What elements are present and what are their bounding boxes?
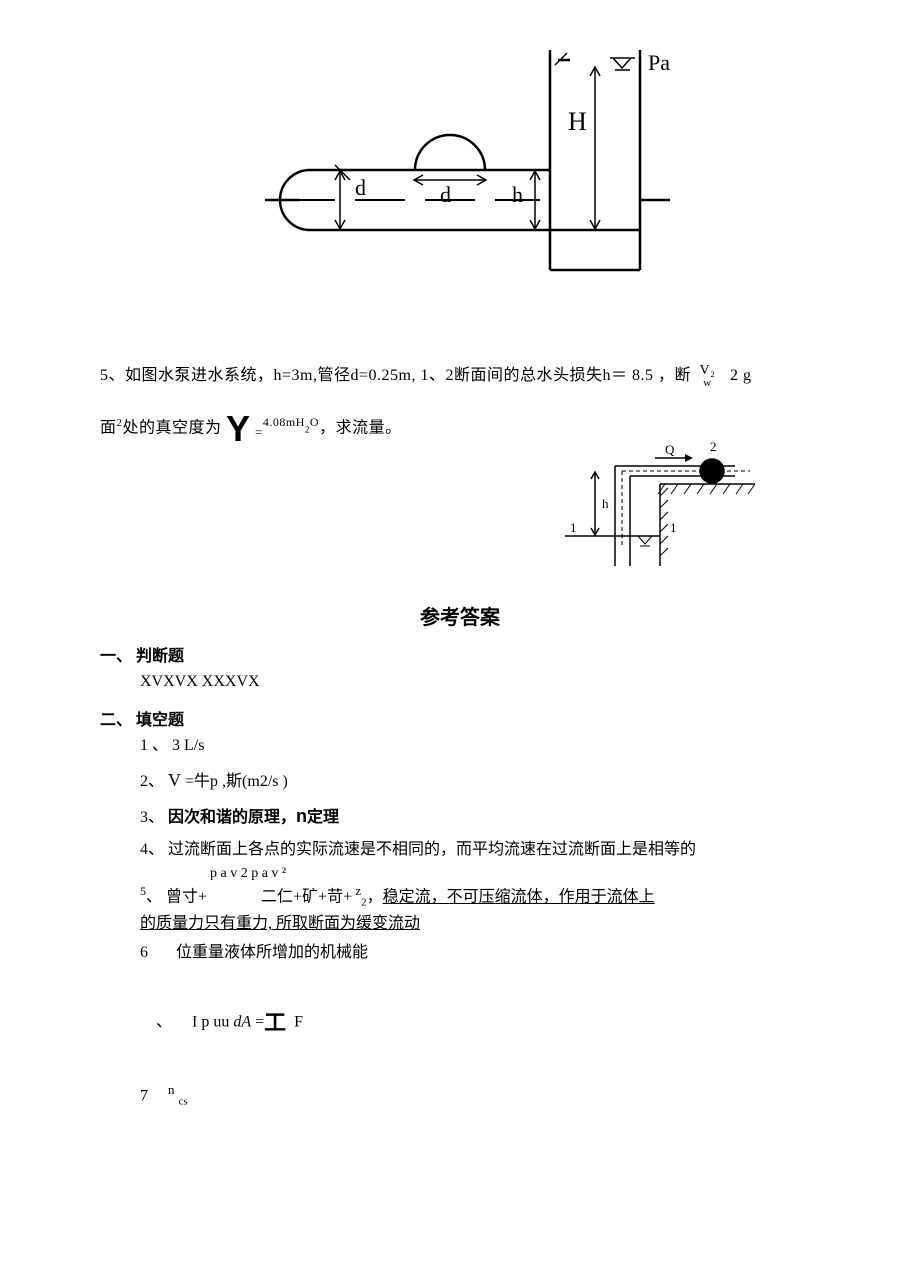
figure-1-container: d d h H Pa (100, 40, 820, 300)
ans-2: 2、 V =牛p ,斯(m2/s ) (100, 762, 820, 798)
ans-3-bold: 因次和谐的原理， (168, 809, 296, 826)
ans-1: 1 、 3 L/s (100, 730, 820, 762)
fig2-Q: Q (665, 442, 675, 457)
section-1-answers: XVXVX XXXVX (100, 666, 820, 698)
ans-7a-gong: 工 (264, 1010, 286, 1035)
ans-5: 5、 曾寸+ 二仁+矿+苛+ z2，稳定流，不可压缩流体，作用于流体上 (100, 882, 820, 911)
figure-2-container: Q 2 h 1 1 (560, 436, 760, 581)
fig2-n1a: 1 (570, 520, 577, 535)
ans-5-pre: 、 曾寸+ (146, 889, 207, 906)
q5-line2b: 处的真空度为 (123, 419, 222, 436)
fig1-label-d1: d (355, 175, 366, 200)
ans-3-tail: 定理 (307, 809, 339, 826)
ans-5-comma: ， (367, 889, 383, 906)
ans-5-mid: 二仁+矿+苛+ (261, 889, 352, 906)
fig1-label-h: h (512, 182, 523, 207)
ans-7-sub: cs (179, 1095, 188, 1107)
ans-5-u1: 稳定流，不可压缩流体，作用于流体上 (383, 889, 655, 906)
ans-5-z: z (352, 883, 361, 898)
ans-3-n: n (296, 806, 307, 826)
fig1-label-H: H (568, 107, 587, 136)
ans-7a-tail: F (286, 1013, 303, 1030)
ans-7a: 、 I p uu dA =工 F (100, 969, 820, 1077)
figure-2: Q 2 h 1 1 (560, 436, 760, 576)
ans-2-pre: 2、 (140, 773, 168, 790)
ans-3: 3、 因次和谐的原理，n定理 (100, 798, 820, 834)
q5-tail: ，求流量。 (319, 419, 402, 436)
fig2-h: h (602, 496, 609, 511)
figure-1: d d h H Pa (250, 40, 670, 300)
ans-7a-dA: dA (233, 1013, 251, 1030)
q5-frac-top: V₂ (699, 364, 715, 378)
big-y-symbol: Y (226, 418, 251, 440)
ans-7-num: 7 (140, 1087, 148, 1104)
ans-6: 6 位重量液体所增加的机械能 (100, 937, 820, 969)
ans-7-n: n (168, 1082, 175, 1097)
q5-eq: = (255, 425, 263, 440)
section-1-header: 一、 判断题 (100, 642, 820, 666)
ans-3-pre: 3、 (140, 809, 168, 826)
ans-5-u2: 的质量力只有重力, 所取断面为缓变流动 (100, 911, 820, 937)
q5-frac-bot: 2 g (730, 367, 752, 384)
ans-7a-pre: 、 I p uu (156, 1013, 233, 1030)
fig1-label-Pa: Pa (648, 50, 670, 75)
fig1-label-d2: d (440, 182, 451, 207)
ans-2-V: V (168, 770, 181, 790)
section-2-header: 二、 填空题 (100, 706, 820, 730)
q5-line1: 5、如图水泵进水系统，h=3m,管径d=0.25m, 1、2断面间的总水头损失h… (100, 360, 820, 392)
q5-vac-val: 4.08mH (263, 415, 305, 429)
answers-title: 参考答案 (100, 601, 820, 630)
q5-frac: V₂ w (699, 364, 715, 389)
ans-2-tail: =牛p ,斯(m2/s ) (181, 773, 288, 790)
fig2-n1b: 1 (670, 520, 677, 535)
q5-vac-suf: O (310, 415, 319, 429)
ans-7a-eq: = (251, 1013, 264, 1030)
q5-frac-mid: w (699, 378, 715, 389)
fig2-n2: 2 (710, 439, 717, 454)
q5-line2a: 面 (100, 419, 117, 436)
ans-4: 4、 过流断面上各点的实际流速是不相同的，而平均流速在过流断面上是相等的 (100, 834, 820, 866)
ans-7: 7 n cs (100, 1077, 820, 1113)
q5-prefix: 5、如图水泵进水系统，h=3m,管径d=0.25m, 1、2断面间的总水头损失h… (100, 367, 691, 384)
ans-5-super: p a v 2 p a v ² (100, 866, 820, 883)
